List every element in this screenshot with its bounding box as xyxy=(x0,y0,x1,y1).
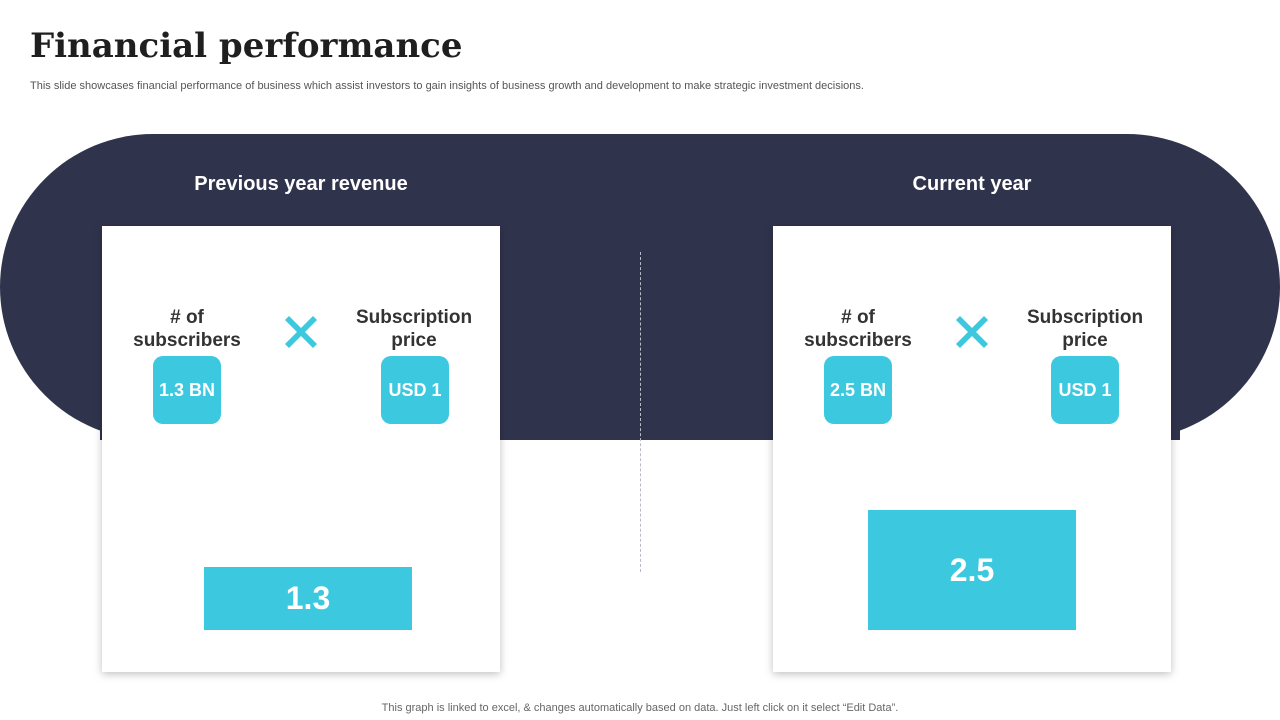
card-current-year: # of subscribers Subscription price 2.5 … xyxy=(773,226,1171,672)
page-subtitle: This slide showcases financial performan… xyxy=(30,80,864,92)
column-title-previous: Previous year revenue xyxy=(194,173,408,195)
card-previous-year: # of subscribers Subscription price 1.3 … xyxy=(102,226,500,672)
revenue-result-bar: 1.3 xyxy=(204,567,412,630)
price-label: Subscription price xyxy=(355,307,473,351)
multiply-icon xyxy=(285,316,317,348)
price-value-badge: USD 1 xyxy=(1051,356,1119,424)
page-title: Financial performance xyxy=(30,26,463,66)
price-label: Subscription price xyxy=(1026,307,1144,351)
price-value-badge: USD 1 xyxy=(381,356,449,424)
multiply-icon xyxy=(956,316,988,348)
column-title-current: Current year xyxy=(912,173,1032,195)
subscribers-label: # of subscribers xyxy=(804,307,912,351)
footer-note: This graph is linked to excel, & changes… xyxy=(381,702,899,714)
subscribers-value-badge: 1.3 BN xyxy=(153,356,221,424)
subscribers-label: # of subscribers xyxy=(133,307,241,351)
subscribers-value-badge: 2.5 BN xyxy=(824,356,892,424)
revenue-result-bar: 2.5 xyxy=(868,510,1076,630)
center-divider xyxy=(640,252,641,572)
